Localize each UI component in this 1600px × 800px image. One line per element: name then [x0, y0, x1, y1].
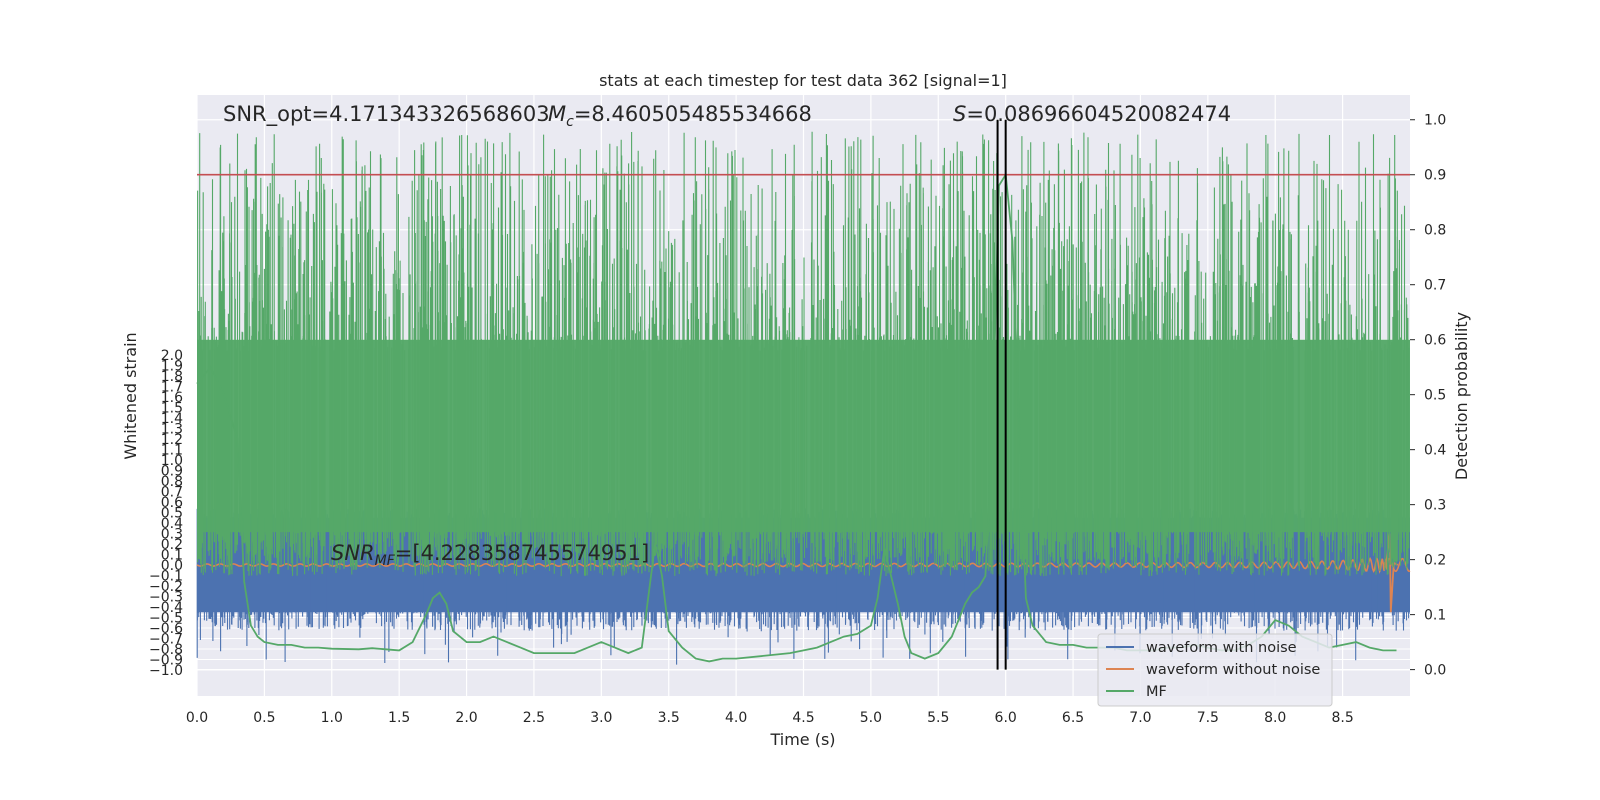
x-tick-label: 4.0: [725, 710, 747, 726]
legend-label-noisy: waveform with noise: [1146, 640, 1297, 656]
x-tick-label: 6.0: [995, 710, 1017, 726]
mc-value: =8.460505485534668: [574, 102, 812, 126]
x-tick-label: 4.5: [792, 710, 814, 726]
left-y-tick-label: 1.0: [161, 453, 183, 469]
left-y-tick-label: −0.5: [149, 611, 183, 627]
left-y-tick-label: −0.7: [149, 632, 183, 648]
x-tick-label: 8.0: [1264, 710, 1286, 726]
right-y-tick-label: 0.6: [1424, 333, 1446, 349]
x-tick-label: 0.0: [186, 710, 208, 726]
left-y-tick-label: 0.0: [161, 558, 183, 574]
left-y-tick-label: 1.2: [161, 432, 183, 448]
left-y-tick-label: −0.6: [149, 621, 183, 637]
s-symbol: S: [953, 102, 966, 126]
right-y-tick-labels: 0.0 0.1 0.2 0.3 0.4 0.5 0.6 0.7 0.8 0.9 1.0: [1410, 113, 1446, 679]
left-y-tick-label: 0.1: [161, 548, 183, 564]
right-y-tick-label: 0.8: [1424, 223, 1446, 239]
x-tick-label: 5.0: [860, 710, 882, 726]
left-y-tick-label: −1.0: [149, 663, 183, 679]
legend: waveform with noise waveform without noi…: [1097, 633, 1333, 707]
left-y-tick-label: 0.8: [161, 474, 183, 490]
right-y-tick-label: 0.4: [1424, 443, 1446, 459]
series-mf: [196, 131, 1410, 663]
left-y-tick-label: 1.4: [161, 411, 183, 427]
vertical-markers: [996, 119, 1007, 670]
left-y-tick-label: −0.8: [149, 642, 183, 658]
left-y-tick-label: 1.8: [161, 369, 183, 385]
x-tick-labels: 0.0 0.5 1.0 1.5 2.0 2.5 3.0 3.5 4.0 4.5 5.0 5.5 6.0 6…: [186, 710, 1354, 726]
left-y-tick-label: 0.6: [161, 495, 183, 511]
left-y-tick-label: 1.7: [161, 380, 183, 396]
left-y-tick-label: 0.2: [161, 537, 183, 553]
x-tick-label: 2.5: [523, 710, 545, 726]
right-y-tick-label: 0.1: [1424, 608, 1446, 624]
left-y-tick-label: 0.5: [161, 506, 183, 522]
left-y-axis-label: Whitened strain: [121, 332, 140, 459]
legend-label-clean: waveform without noise: [1146, 662, 1320, 678]
left-y-tick-label: −0.1: [149, 569, 183, 585]
x-tick-label: 6.5: [1062, 710, 1084, 726]
x-tick-label: 7.5: [1197, 710, 1219, 726]
mc-subscript: c: [566, 114, 574, 130]
left-y-tick-label: −0.9: [149, 653, 183, 669]
snr-opt-annotation: SNR_opt=4.171343326568603: [223, 102, 550, 127]
x-tick-label: 2.0: [455, 710, 477, 726]
left-y-tick-label: 1.5: [161, 401, 183, 417]
left-y-tick-label: −0.4: [149, 600, 183, 616]
x-tick-label: 7.0: [1129, 710, 1151, 726]
left-y-tick-label: 1.1: [161, 443, 183, 459]
legend-box: [1097, 633, 1333, 707]
snr-mf-subscript: MF: [375, 553, 396, 569]
snr-mf-annotation: SNRMF=[4.228358745574951]: [331, 541, 649, 569]
left-y-tick-label: 0.9: [161, 464, 183, 480]
x-tick-label: 5.5: [927, 710, 949, 726]
left-y-tick-label: 0.3: [161, 527, 183, 543]
chart-title: stats at each timestep for test data 362…: [599, 71, 1007, 90]
right-y-tick-label: 0.2: [1424, 553, 1446, 569]
x-axis-label: Time (s): [769, 730, 835, 749]
left-y-tick-label: −0.2: [149, 579, 183, 595]
left-y-tick-label: 1.6: [161, 390, 183, 406]
legend-label-mf: MF: [1146, 684, 1167, 700]
left-y-tick-label: 2.0: [161, 348, 183, 364]
right-y-tick-label: 1.0: [1424, 113, 1446, 129]
left-y-tick-labels: −1.0−0.9−0.8−0.7−0.6−0.5−0.4−0.3−0.2−0.1…: [149, 348, 183, 679]
right-y-tick-label: 0.3: [1424, 498, 1446, 514]
right-y-tick-label: 0.7: [1424, 278, 1446, 294]
clean-chirp: [196, 556, 1411, 574]
s-value: =0.08696604520082474: [966, 102, 1231, 126]
x-tick-label: 3.5: [658, 710, 680, 726]
mc-annotation: Mc=8.460505485534668: [548, 102, 812, 130]
s-annotation: S=0.08696604520082474: [953, 102, 1231, 126]
left-y-tick-label: 0.7: [161, 485, 183, 501]
clean-merger: [1382, 533, 1399, 613]
right-y-tick-label: 0.0: [1424, 663, 1446, 679]
snr-mf-symbol: SNR: [331, 541, 375, 565]
left-y-tick-label: −0.3: [149, 590, 183, 606]
series-waveform-without-noise: [196, 533, 1411, 613]
right-y-axis-label: Detection probability: [1452, 312, 1471, 480]
left-y-tick-label: 1.9: [161, 359, 183, 375]
right-y-tick-label: 0.9: [1424, 168, 1446, 184]
right-y-tick-label: 0.5: [1424, 388, 1446, 404]
x-tick-label: 1.0: [321, 710, 343, 726]
left-y-tick-label: 1.3: [161, 422, 183, 438]
snr-mf-value: =[4.228358745574951]: [395, 541, 649, 565]
left-y-tick-label: 0.4: [161, 516, 183, 532]
mc-symbol: M: [548, 102, 566, 126]
x-tick-label: 0.5: [253, 710, 275, 726]
x-tick-label: 1.5: [388, 710, 410, 726]
x-tick-label: 8.5: [1331, 710, 1353, 726]
x-tick-label: 3.0: [590, 710, 612, 726]
mf-spikes: [197, 131, 1410, 577]
